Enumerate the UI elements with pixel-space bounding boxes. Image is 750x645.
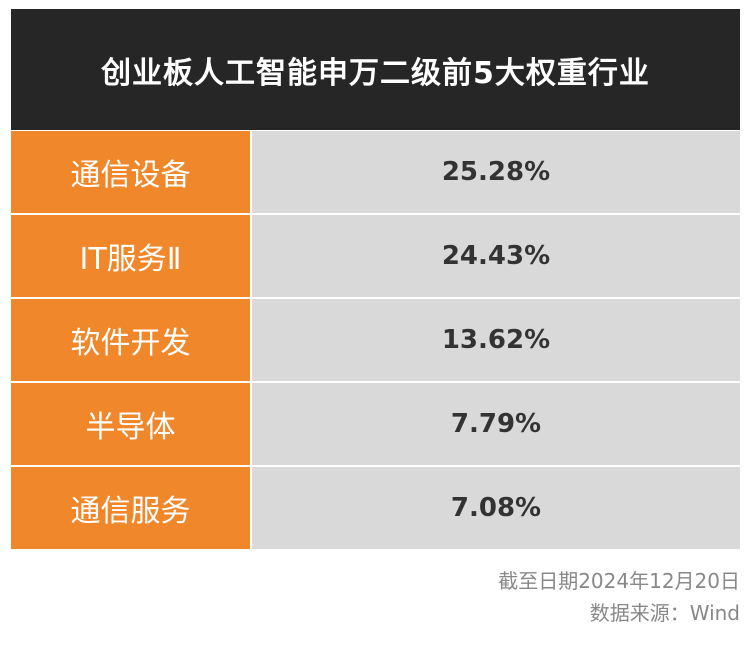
industry-name-cell: 通信设备 [11, 131, 250, 213]
table-row: 半导体 7.79% [11, 383, 740, 465]
table-row: IT服务Ⅱ 24.43% [11, 215, 740, 297]
data-table: 通信设备 25.28% IT服务Ⅱ 24.43% 软件开发 13.62% 半导体… [11, 131, 740, 549]
weight-value-cell: 25.28% [252, 131, 740, 213]
table-header: 创业板人工智能申万二级前5大权重行业 [11, 9, 740, 130]
weight-value-cell: 7.08% [252, 467, 740, 549]
footer-notes: 截至日期2024年12月20日 数据来源：Wind [498, 565, 740, 629]
table-row: 通信设备 25.28% [11, 131, 740, 213]
chart-title: 创业板人工智能申万二级前5大权重行业 [101, 55, 650, 91]
weight-value-cell: 7.79% [252, 383, 740, 465]
date-note: 截至日期2024年12月20日 [498, 569, 740, 593]
industry-name-cell: 软件开发 [11, 299, 250, 381]
industry-name-cell: 半导体 [11, 383, 250, 465]
table-row: 软件开发 13.62% [11, 299, 740, 381]
weight-value-cell: 24.43% [252, 215, 740, 297]
cell-divider [250, 467, 252, 549]
cell-divider [250, 131, 252, 213]
cell-divider [250, 215, 252, 297]
weight-value-cell: 13.62% [252, 299, 740, 381]
table-row: 通信服务 7.08% [11, 467, 740, 549]
cell-divider [250, 299, 252, 381]
industry-name-cell: 通信服务 [11, 467, 250, 549]
source-note: 数据来源：Wind [589, 601, 740, 625]
industry-name-cell: IT服务Ⅱ [11, 215, 250, 297]
cell-divider [250, 383, 252, 465]
